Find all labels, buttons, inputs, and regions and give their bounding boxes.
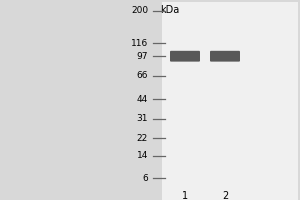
Text: 1: 1 — [182, 191, 188, 200]
Text: 6: 6 — [142, 174, 148, 183]
FancyBboxPatch shape — [210, 51, 240, 62]
Text: 66: 66 — [136, 71, 148, 80]
Bar — [162, 2, 298, 200]
Text: 97: 97 — [136, 52, 148, 61]
Text: 22: 22 — [137, 134, 148, 143]
Text: 44: 44 — [137, 95, 148, 104]
Text: 2: 2 — [222, 191, 228, 200]
FancyBboxPatch shape — [170, 51, 200, 62]
Text: kDa: kDa — [160, 5, 179, 15]
Text: 14: 14 — [136, 151, 148, 160]
Text: 200: 200 — [131, 6, 148, 15]
Text: 31: 31 — [136, 114, 148, 123]
Text: 116: 116 — [131, 39, 148, 48]
